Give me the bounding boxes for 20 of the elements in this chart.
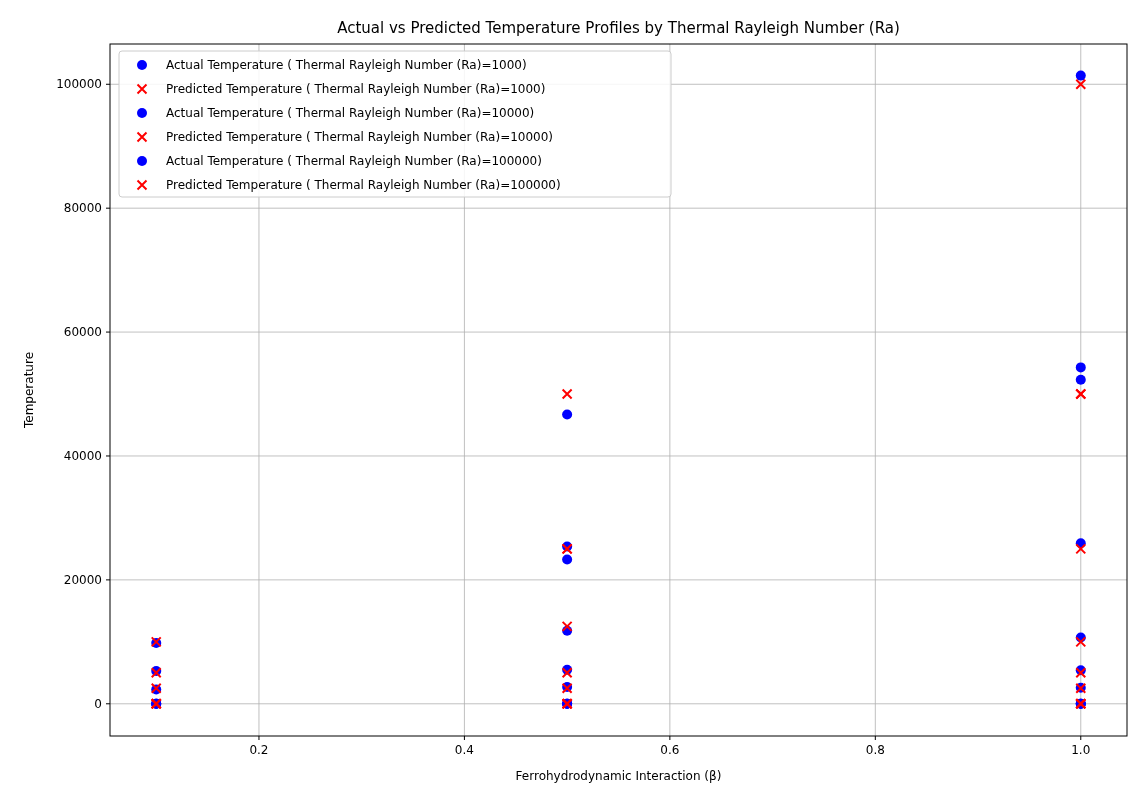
x-tick-label: 0.8 [865, 743, 885, 757]
legend-label: Predicted Temperature ( Thermal Rayleigh Number (Ra)=1000) [166, 82, 546, 96]
legend-label: Actual Temperature ( Thermal Rayleigh Number (Ra)=1000) [166, 58, 527, 72]
legend-label: Predicted Temperature ( Thermal Rayleigh Number (Ra)=100000) [166, 178, 561, 192]
x-axis-title: Ferrohydrodynamic Interaction (β) [515, 769, 722, 783]
chart-title: Actual vs Predicted Temperature Profiles by Thermal Rayleigh Number (Ra) [337, 19, 900, 37]
x-tick-label: 1.0 [1071, 743, 1091, 757]
legend-label: Actual Temperature ( Thermal Rayleigh Number (Ra)=10000) [166, 106, 535, 120]
y-tick-label: 20000 [63, 572, 102, 587]
y-tick-label: 40000 [63, 448, 102, 463]
y-tick-label: 80000 [63, 201, 102, 216]
legend-label: Actual Temperature ( Thermal Rayleigh Number (Ra)=100000) [166, 154, 542, 168]
x-tick-label: 0.6 [660, 743, 680, 757]
x-tick-label: 0.4 [454, 743, 474, 757]
legend-label: Predicted Temperature ( Thermal Rayleigh Number (Ra)=10000) [166, 130, 554, 144]
y-tick-label: 0 [94, 696, 102, 711]
y-axis-title: Temperature [22, 351, 36, 430]
y-tick-label: 60000 [63, 325, 102, 340]
y-tick-label: 100000 [56, 77, 102, 92]
x-tick-label: 0.2 [249, 743, 269, 757]
